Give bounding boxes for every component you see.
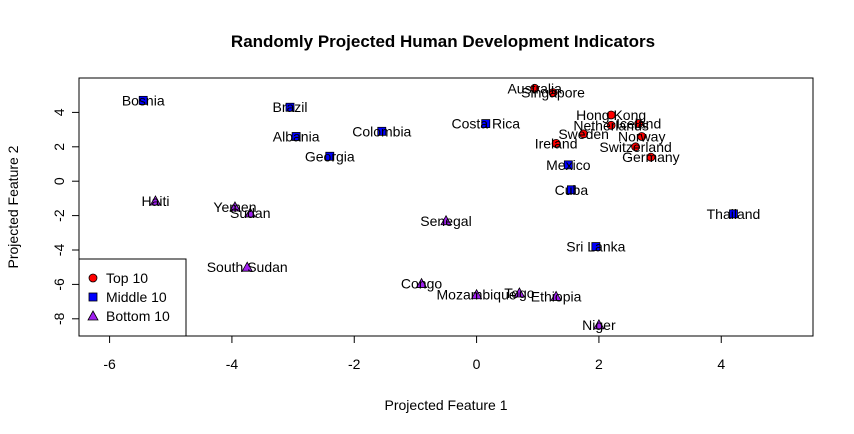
data-point: [606, 110, 616, 120]
y-tick-label: 4: [51, 108, 67, 116]
y-tick-label: -4: [51, 244, 67, 257]
data-point: [470, 288, 483, 300]
point-label: Australia: [507, 80, 562, 96]
point-label: Mozambique: [437, 287, 517, 303]
point-label: Yemen: [213, 199, 256, 215]
data-point: [593, 318, 605, 330]
legend-box: [78, 258, 187, 337]
point-label: Sudan: [230, 205, 270, 221]
x-axis-title: Projected Feature 1: [385, 397, 508, 413]
y-tick-label: 0: [51, 177, 67, 185]
point-label: Thailand: [707, 206, 761, 222]
point-label: Ireland: [535, 135, 578, 151]
chart-title: Randomly Projected Human Development Ind…: [231, 32, 655, 51]
legend-label: Top 10: [106, 270, 148, 286]
data-point: [513, 287, 526, 298]
data-point: [551, 138, 561, 148]
x-tick-label: 4: [717, 356, 725, 372]
data-point: [377, 126, 387, 136]
data-point: [634, 119, 644, 128]
point-label: Sweden: [558, 126, 609, 142]
data-point: [415, 277, 428, 288]
point-label: Norway: [618, 128, 665, 144]
legend-label: Middle 10: [106, 289, 167, 305]
point-label: Niger: [582, 317, 616, 333]
y-tick-label: -6: [51, 278, 67, 291]
data-point: [631, 142, 641, 152]
data-point: [548, 88, 558, 98]
y-axis-title: Projected Feature 2: [5, 145, 21, 268]
data-point: [285, 102, 295, 112]
x-tick-label: 2: [595, 356, 603, 372]
data-point: [591, 242, 601, 251]
point-label: Switzerland: [599, 139, 671, 155]
data-point: [244, 207, 256, 218]
y-tick-label: -8: [51, 312, 67, 325]
legend-marker: [88, 273, 98, 283]
data-point: [566, 185, 576, 195]
data-point: [563, 160, 573, 170]
plot-frame: [78, 77, 814, 337]
legend: Top 10 Middle 10 Bottom 10: [78, 258, 187, 337]
point-label: Hong Kong: [576, 107, 646, 123]
x-tick-label: -2: [348, 356, 361, 372]
point-label: Germany: [622, 149, 680, 165]
data-point: [646, 152, 656, 162]
point-label: Colombia: [352, 123, 411, 139]
y-axis: -8 -6 -4 -2 0 2 4: [51, 108, 79, 325]
data-point: [606, 120, 616, 130]
point-label: South Sudan: [207, 259, 288, 275]
x-tick-label: -4: [226, 356, 239, 372]
point-label: Sri Lanka: [566, 239, 625, 255]
point-label: Haiti: [141, 193, 169, 209]
point-label: Netherlands: [573, 117, 649, 133]
point-label: Congo: [401, 276, 442, 292]
point-label: Togo: [504, 285, 535, 301]
x-tick-label: -6: [103, 356, 116, 372]
data-point: [481, 119, 491, 128]
legend-marker: [87, 310, 99, 321]
point-label: Cuba: [555, 182, 589, 198]
data-point: [729, 209, 738, 219]
point-label: Brazil: [273, 99, 308, 115]
point-label: Senegal: [420, 213, 471, 229]
data-point: [325, 151, 335, 161]
data-point: [138, 95, 148, 105]
data-point: [241, 261, 253, 272]
point-label: Georgia: [305, 148, 355, 164]
data-point: [291, 132, 301, 141]
data-points: [138, 83, 738, 330]
data-point: [229, 201, 241, 212]
legend-label: Bottom 10: [106, 308, 170, 324]
point-label: Ethiopia: [531, 288, 582, 304]
data-point: [579, 129, 589, 139]
point-label: Singapore: [521, 85, 585, 101]
x-tick-label: 0: [473, 356, 481, 372]
x-axis: -6 -4 -2 0 2 4: [103, 336, 725, 372]
y-tick-label: -2: [51, 209, 67, 222]
legend-marker: [88, 292, 98, 302]
data-point: [530, 83, 540, 93]
point-label: Costa Rica: [452, 116, 521, 132]
data-point: [637, 132, 647, 141]
point-label: Mexico: [546, 157, 591, 173]
y-tick-label: 2: [51, 143, 67, 151]
point-label: Iceland: [616, 116, 661, 132]
data-point: [440, 214, 452, 226]
point-label: Bosnia: [122, 92, 165, 108]
data-point: [550, 290, 562, 301]
data-point: [149, 195, 162, 206]
point-label: Albania: [273, 128, 320, 144]
